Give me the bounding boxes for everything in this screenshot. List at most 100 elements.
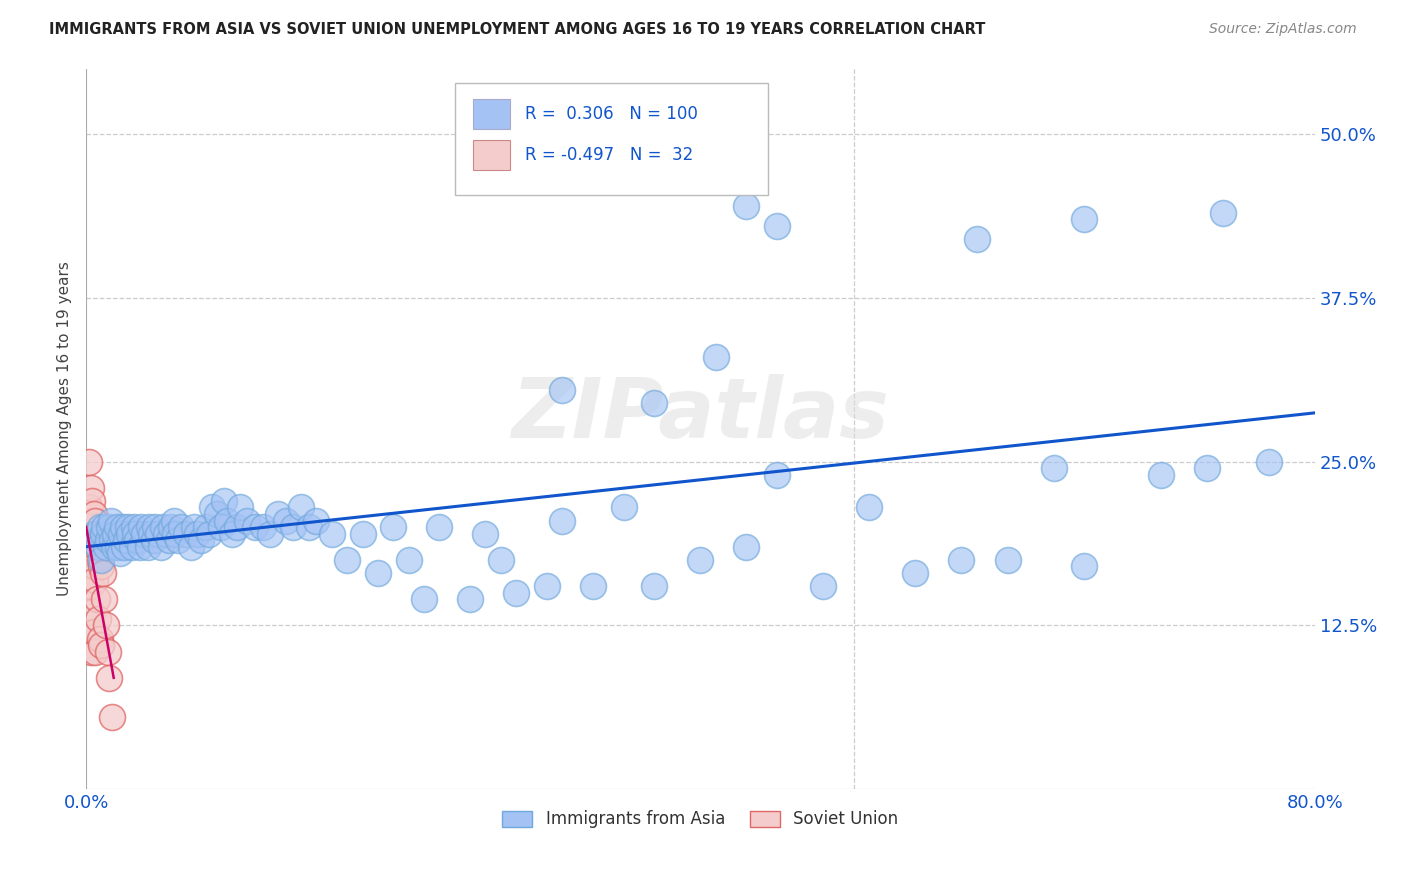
Point <box>536 579 558 593</box>
Text: IMMIGRANTS FROM ASIA VS SOVIET UNION UNEMPLOYMENT AMONG AGES 16 TO 19 YEARS CORR: IMMIGRANTS FROM ASIA VS SOVIET UNION UNE… <box>49 22 986 37</box>
Point <box>101 710 124 724</box>
Point <box>183 520 205 534</box>
Point <box>290 500 312 515</box>
Point <box>252 520 274 534</box>
Point <box>134 526 156 541</box>
Point <box>90 553 112 567</box>
Point <box>858 500 880 515</box>
Point <box>228 500 250 515</box>
Point <box>336 553 359 567</box>
Point <box>136 540 159 554</box>
Point <box>103 540 125 554</box>
Point <box>159 520 181 534</box>
Text: R = -0.497   N =  32: R = -0.497 N = 32 <box>524 146 693 164</box>
Point <box>367 566 389 580</box>
Point <box>474 526 496 541</box>
Point <box>236 514 259 528</box>
Point <box>139 526 162 541</box>
Text: R =  0.306   N = 100: R = 0.306 N = 100 <box>524 105 697 123</box>
Point <box>107 540 129 554</box>
Point <box>689 553 711 567</box>
Point <box>766 219 789 233</box>
Point <box>94 618 117 632</box>
Point <box>114 540 136 554</box>
Point <box>704 350 727 364</box>
Point <box>201 500 224 515</box>
Point <box>157 533 180 548</box>
Point <box>118 526 141 541</box>
Point <box>138 520 160 534</box>
Point <box>105 520 128 534</box>
Point <box>1073 212 1095 227</box>
Point <box>1042 461 1064 475</box>
Point <box>87 540 110 554</box>
Point <box>77 579 100 593</box>
Point <box>190 533 212 548</box>
Point <box>551 514 574 528</box>
Point <box>209 520 232 534</box>
Point <box>382 520 405 534</box>
Point <box>352 526 374 541</box>
Point <box>274 514 297 528</box>
Point <box>122 520 145 534</box>
Point <box>267 507 290 521</box>
Point <box>98 671 121 685</box>
Point <box>142 533 165 548</box>
Point <box>489 553 512 567</box>
Point <box>91 566 114 580</box>
Point <box>505 585 527 599</box>
Point <box>813 579 835 593</box>
Point <box>1257 455 1279 469</box>
Point <box>93 520 115 534</box>
Point <box>165 526 187 541</box>
Point <box>79 526 101 541</box>
Point <box>82 605 104 619</box>
Point <box>77 624 100 639</box>
Point <box>100 514 122 528</box>
Point <box>101 533 124 548</box>
Point <box>79 481 101 495</box>
Point <box>152 520 174 534</box>
Point <box>89 520 111 534</box>
Point <box>194 520 217 534</box>
Point <box>904 566 927 580</box>
Point <box>104 526 127 541</box>
Point <box>162 514 184 528</box>
Point <box>582 579 605 593</box>
Point <box>84 645 107 659</box>
Point <box>89 553 111 567</box>
Point <box>117 520 139 534</box>
Point <box>225 520 247 534</box>
Point <box>83 526 105 541</box>
Point <box>111 520 134 534</box>
Point <box>735 199 758 213</box>
Point <box>83 624 105 639</box>
Text: Source: ZipAtlas.com: Source: ZipAtlas.com <box>1209 22 1357 37</box>
Point <box>86 592 108 607</box>
Point <box>243 520 266 534</box>
Point <box>87 612 110 626</box>
Point <box>205 507 228 521</box>
Point <box>551 383 574 397</box>
Point <box>89 632 111 646</box>
Point <box>124 526 146 541</box>
Point <box>97 533 120 548</box>
Point <box>398 553 420 567</box>
Point <box>125 533 148 548</box>
FancyBboxPatch shape <box>454 83 768 194</box>
Point <box>613 500 636 515</box>
Point <box>155 526 177 541</box>
Point <box>217 514 239 528</box>
Point <box>1073 559 1095 574</box>
Point <box>458 592 481 607</box>
Point <box>167 533 190 548</box>
Point <box>82 546 104 560</box>
Point <box>321 526 343 541</box>
Point <box>77 455 100 469</box>
Point <box>86 533 108 548</box>
Point <box>90 559 112 574</box>
Point <box>1212 205 1234 219</box>
Point <box>298 520 321 534</box>
Point <box>87 540 110 554</box>
Point <box>198 526 221 541</box>
